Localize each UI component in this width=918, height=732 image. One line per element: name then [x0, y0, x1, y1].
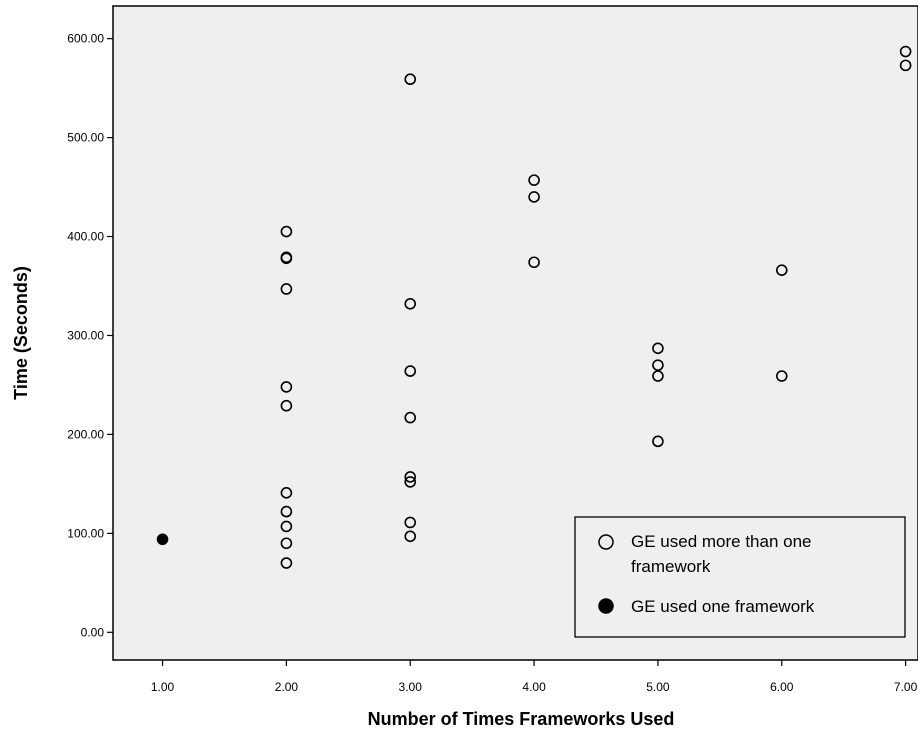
- y-tick-label: 500.00: [67, 131, 104, 145]
- data-point-multi-framework: [404, 411, 417, 424]
- data-point-multi-framework: [775, 370, 788, 382]
- data-point-multi-framework: [280, 283, 293, 295]
- data-point-multi-framework: [404, 471, 417, 483]
- legend-box: [574, 516, 906, 638]
- y-tick-label: 400.00: [67, 230, 104, 244]
- y-tick-label: 0.00: [81, 625, 105, 639]
- data-point-multi-framework: [652, 370, 664, 382]
- x-tick-label: 2.00: [275, 680, 299, 694]
- x-tick-label: 5.00: [646, 680, 670, 694]
- data-point-multi-framework: [404, 298, 417, 310]
- y-tick-label: 200.00: [67, 427, 104, 441]
- data-point-multi-framework: [280, 557, 293, 569]
- y-tick-label: 100.00: [67, 526, 104, 540]
- legend: GE used more than one framework GE used on…: [574, 516, 906, 638]
- data-point-one-framework: [156, 533, 169, 546]
- x-tick-label: 1.00: [151, 680, 175, 694]
- x-tick-label: 7.00: [894, 680, 918, 694]
- data-point-multi-framework: [652, 359, 664, 371]
- points-layer: [156, 45, 912, 569]
- data-point-multi-framework: [775, 264, 788, 276]
- data-point-multi-framework: [280, 399, 293, 412]
- y-axis: 0.00 100.00 200.00 300.00 400.00 500.00 600.00: [67, 32, 113, 639]
- data-point-multi-framework: [404, 73, 417, 86]
- legend-items: GE used more than one framework GE used on…: [598, 532, 815, 616]
- data-point-multi-framework: [652, 342, 664, 355]
- data-point-multi-framework: [899, 59, 912, 72]
- legend-label: GE used more than one framework: [631, 532, 812, 576]
- data-point-multi-framework: [899, 45, 912, 58]
- data-point-multi-framework: [528, 174, 540, 186]
- x-tick-label: 4.00: [522, 680, 546, 694]
- data-point-multi-framework: [404, 476, 417, 488]
- y-tick-label: 300.00: [67, 328, 104, 342]
- data-point-multi-framework: [280, 486, 293, 499]
- data-point-multi-framework: [404, 365, 417, 377]
- x-tick-label: 3.00: [399, 680, 423, 694]
- x-tick-label: 6.00: [770, 680, 794, 694]
- x-axis: 1.00 2.00 3.00 4.00 5.00 6.00 7.00: [151, 660, 918, 694]
- legend-marker: [598, 534, 614, 550]
- data-point-multi-framework: [280, 381, 293, 393]
- data-point-multi-framework: [652, 435, 664, 448]
- y-axis-title: Time (Seconds): [11, 266, 31, 400]
- data-point-multi-framework: [528, 191, 540, 203]
- data-point-multi-framework: [280, 225, 293, 238]
- data-point-multi-framework: [404, 530, 417, 543]
- x-axis-title: Number of Times Frameworks Used: [368, 709, 675, 729]
- y-tick-label: 600.00: [67, 32, 104, 46]
- legend-marker: [598, 598, 614, 614]
- data-point-multi-framework: [404, 516, 417, 529]
- data-point-multi-framework: [280, 505, 293, 518]
- data-point-multi-framework: [280, 537, 293, 550]
- data-point-multi-framework: [280, 520, 293, 533]
- data-point-multi-framework: [528, 256, 540, 269]
- legend-label: GE used one framework: [631, 597, 815, 616]
- data-point-multi-framework: [280, 252, 293, 265]
